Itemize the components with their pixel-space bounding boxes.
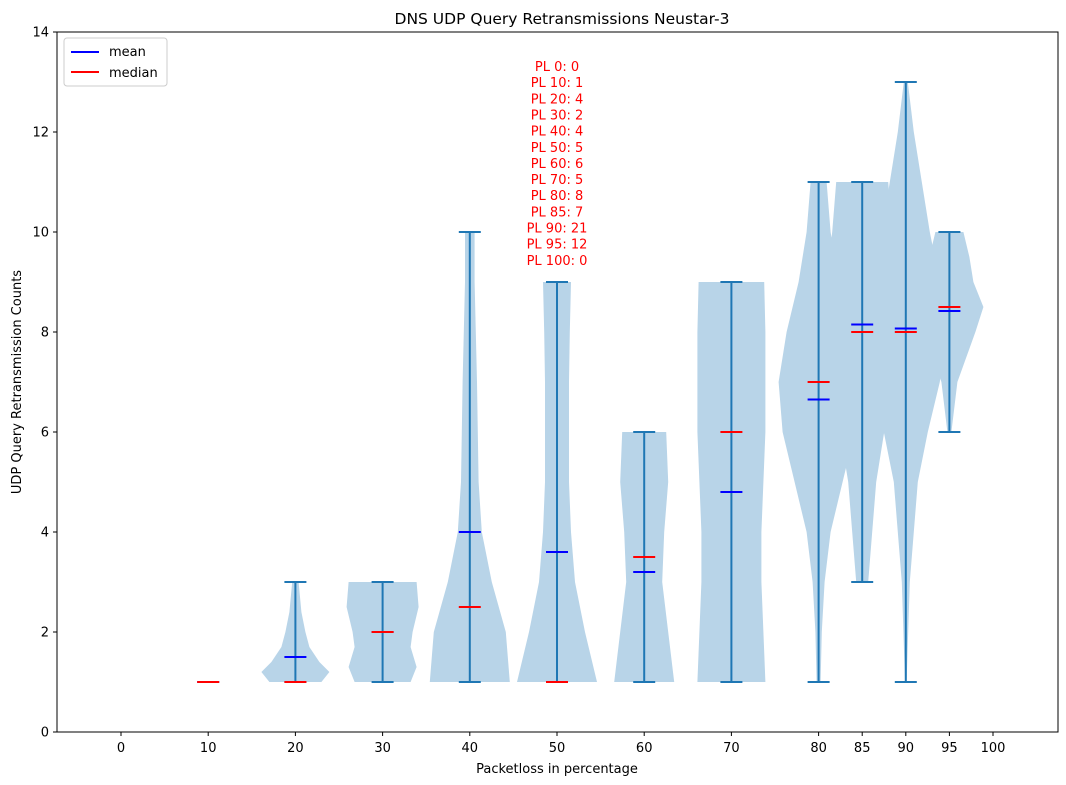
annotation-line: PL 70: 5: [531, 173, 584, 188]
y-tick-label: 4: [41, 526, 49, 541]
x-axis-ticks: 0 10 20 30 40 50 60 70 80 85 90 95 100: [117, 732, 1006, 756]
y-axis-label: UDP Query Retransmission Counts: [10, 270, 25, 494]
legend-mean-label: mean: [109, 45, 146, 60]
annotation-line: PL 90: 21: [527, 222, 588, 237]
x-tick-label: 60: [636, 741, 653, 756]
annotation-line: PL 80: 8: [531, 189, 584, 204]
x-tick-label: 40: [462, 741, 479, 756]
legend-box: [63, 37, 168, 87]
y-tick-label: 8: [41, 326, 49, 341]
x-tick-label: 85: [854, 741, 871, 756]
y-tick-label: 10: [32, 226, 49, 241]
annotation-line: PL 20: 4: [531, 92, 584, 107]
legend-median-label: median: [109, 66, 158, 81]
y-tick-label: 0: [41, 726, 49, 741]
annotation-line: PL 40: 4: [531, 125, 584, 140]
x-tick-label: 50: [549, 741, 566, 756]
y-axis-ticks: 0 2 4 6 8 10 12 14: [32, 26, 57, 741]
packetloss-count-annotation: PL 0: 0PL 10: 1PL 20: 4PL 30: 2PL 40: 4P…: [527, 60, 588, 269]
violin-layer: [261, 82, 984, 682]
annotation-line: PL 60: 6: [531, 157, 584, 172]
x-tick-label: 100: [981, 741, 1006, 756]
x-tick-label: 80: [810, 741, 827, 756]
annotation-line: PL 95: 12: [527, 238, 588, 253]
annotation-line: PL 50: 5: [531, 141, 584, 156]
y-tick-label: 6: [41, 426, 49, 441]
x-tick-label: 0: [117, 741, 125, 756]
annotation-line: PL 100: 0: [527, 254, 588, 269]
x-tick-label: 70: [723, 741, 740, 756]
legend: mean median: [63, 37, 168, 87]
annotation-line: PL 30: 2: [531, 108, 584, 123]
x-tick-label: 30: [374, 741, 391, 756]
x-tick-label: 20: [287, 741, 304, 756]
x-axis-label: Packetloss in percentage: [476, 762, 638, 777]
x-tick-label: 10: [200, 741, 217, 756]
annotation-line: PL 85: 7: [531, 205, 584, 220]
chart-title: DNS UDP Query Retransmissions Neustar-3: [395, 10, 730, 28]
y-tick-label: 2: [41, 626, 49, 641]
y-tick-label: 12: [32, 126, 49, 141]
annotation-line: PL 0: 0: [535, 60, 579, 75]
mean-median-layer: [197, 306, 961, 683]
annotation-line: PL 10: 1: [531, 76, 584, 91]
x-tick-label: 90: [898, 741, 915, 756]
x-tick-label: 95: [941, 741, 958, 756]
y-tick-label: 14: [32, 26, 49, 41]
